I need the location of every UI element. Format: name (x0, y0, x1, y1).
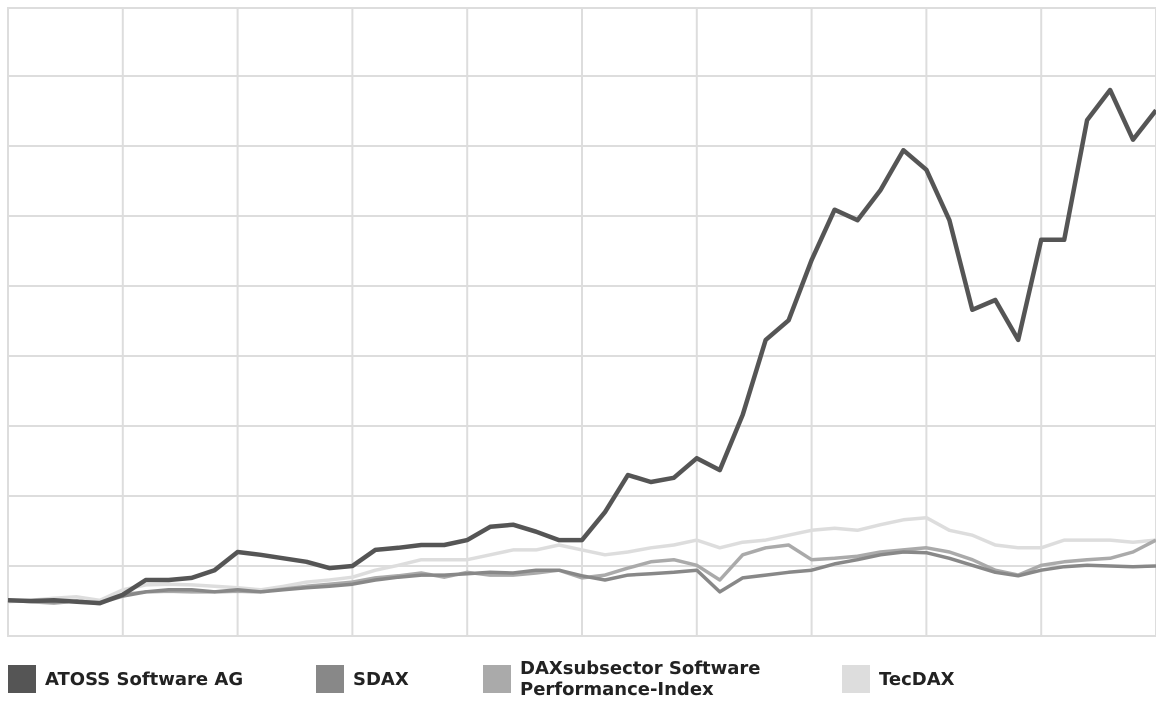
legend-item: DAXsubsector Software Performance-Index (483, 655, 803, 703)
legend-item: TecDAX (842, 655, 1042, 703)
legend-label: ATOSS Software AG (45, 668, 244, 690)
legend-item: ATOSS Software AG (8, 655, 308, 703)
legend-label: TecDAX (879, 668, 955, 690)
legend-swatch (842, 665, 870, 693)
legend-swatch (8, 665, 36, 693)
series-line (7, 550, 1156, 605)
legend-swatch (316, 665, 344, 693)
legend-swatch (483, 665, 511, 693)
series-line (7, 515, 1156, 604)
series-line (7, 87, 1156, 606)
legend-label: SDAX (353, 668, 409, 690)
legend-item: SDAX (316, 655, 476, 703)
legend-label: DAXsubsector Software Performance-Index (520, 658, 761, 700)
chart (7, 7, 1156, 637)
legend: ATOSS Software AG SDAX DAXsubsector Softwa… (0, 655, 1156, 703)
